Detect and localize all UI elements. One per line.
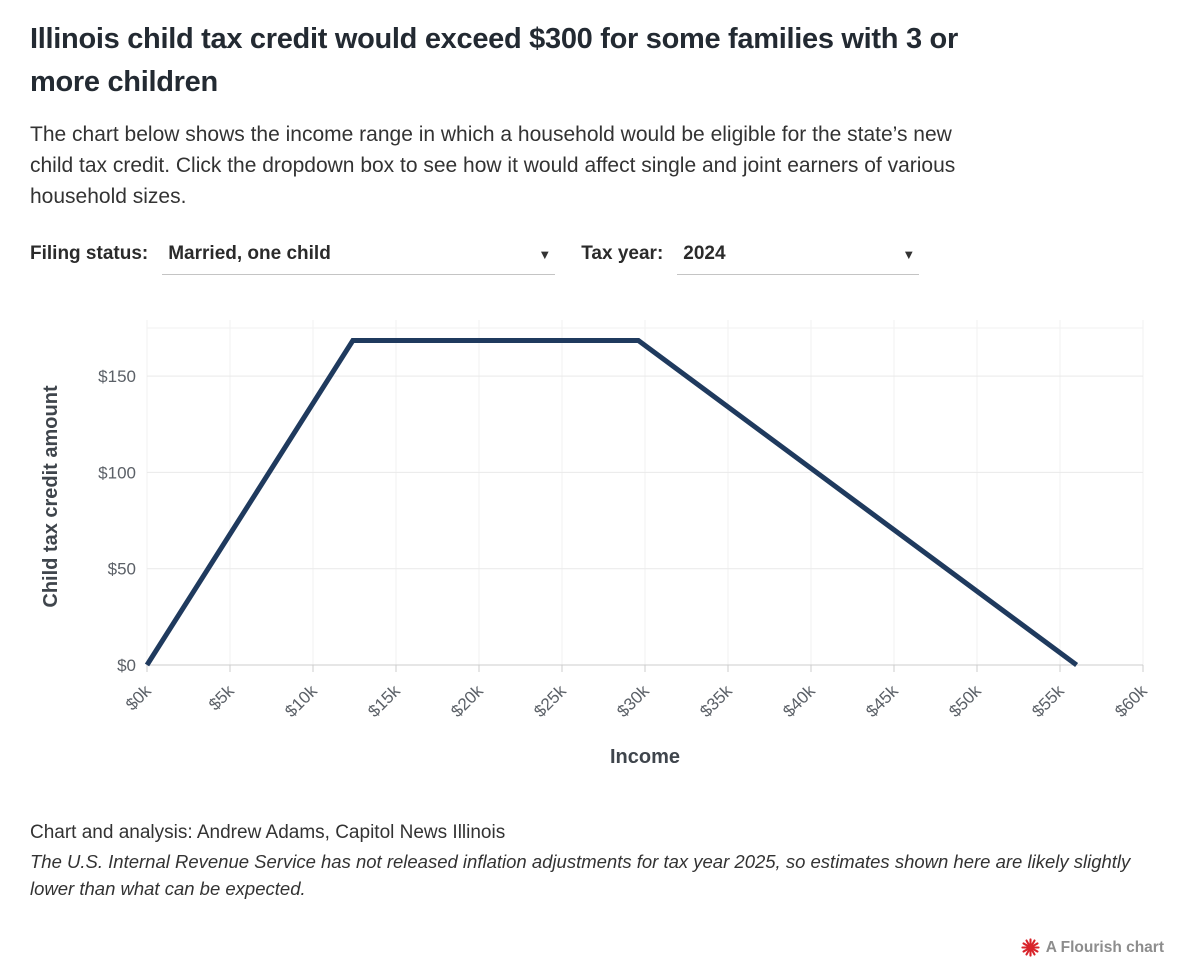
chevron-down-icon: ▼ <box>902 246 916 262</box>
y-tick-label: $0 <box>117 656 136 675</box>
chart-subtitle: The chart below shows the income range i… <box>30 123 956 208</box>
x-axis-title: Income <box>610 746 680 768</box>
filing-status-value: Married, one child <box>168 243 331 264</box>
controls-row: Filing status: Married, one child ▼ Tax … <box>30 243 1149 275</box>
filing-status-label: Filing status: <box>30 243 149 264</box>
tax-year-group: Tax year: 2024 ▼ <box>581 243 920 275</box>
x-tick-label: $25k <box>530 681 570 721</box>
x-tick-label: $40k <box>779 681 819 721</box>
x-tick-label: $45k <box>862 681 902 721</box>
tax-year-dropdown[interactable]: 2024 ▼ <box>677 243 920 275</box>
y-tick-label: $150 <box>98 367 136 386</box>
y-axis-title: Child tax credit amount <box>40 385 62 608</box>
credit-line: Chart and analysis: Andrew Adams, Capito… <box>30 822 506 843</box>
tax-year-label: Tax year: <box>581 243 664 264</box>
x-tick-label: $5k <box>205 681 238 714</box>
filing-status-group: Filing status: Married, one child ▼ <box>30 243 556 275</box>
flourish-attribution-link[interactable]: A Flourish chart <box>1021 938 1164 957</box>
x-tick-label: $60k <box>1111 681 1149 721</box>
y-tick-label: $100 <box>98 463 136 482</box>
x-tick-label: $10k <box>281 681 321 721</box>
x-tick-label: $55k <box>1028 681 1068 721</box>
chart-canvas: $0 $50 $100 $150 $0k $5k $10k $15k $20k $25k $30k $… <box>40 320 1151 768</box>
x-tick-label: $35k <box>696 681 736 721</box>
line-chart: $0 $50 $100 $150 $0k $5k $10k $15k $20k $25k $30k $… <box>30 304 1151 784</box>
flourish-attribution-label: A Flourish chart <box>1045 938 1164 956</box>
filing-status-dropdown[interactable]: Married, one child ▼ <box>162 243 556 275</box>
y-tick-label: $50 <box>108 560 136 579</box>
data-line-series <box>144 338 1079 668</box>
tax-year-value: 2024 <box>683 243 726 264</box>
x-tick-label: $15k <box>364 681 404 721</box>
x-tick-label: $30k <box>613 681 653 721</box>
chart-title: Illinois child tax credit would exceed $… <box>30 23 958 98</box>
x-tick-label: $0k <box>122 681 155 714</box>
chevron-down-icon: ▼ <box>538 246 552 262</box>
x-tick-label: $50k <box>945 681 985 721</box>
flourish-logo-icon <box>1021 938 1040 957</box>
x-tick-label: $20k <box>447 681 487 721</box>
footnote: The U.S. Internal Revenue Service has no… <box>30 851 1131 899</box>
